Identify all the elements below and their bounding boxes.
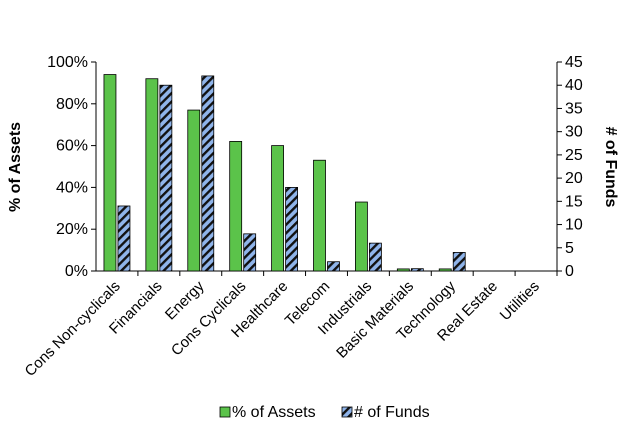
y2-tick-label: 5 [565,240,574,257]
axes [91,61,562,276]
legend-swatch-assets [219,406,231,418]
bar-funds [285,186,298,272]
bar-funds [117,205,131,272]
bar-funds [369,242,382,272]
bar-funds [410,268,424,272]
legend: % of Assets # of Funds [219,404,430,421]
bar-assets [103,74,117,272]
bars [103,74,466,272]
y-tick-label: 80% [56,96,88,113]
bar-funds [159,84,173,272]
bar-assets [145,78,159,272]
bar-funds [243,233,257,272]
y2-tick-label: 40 [565,77,583,94]
y-tick-label: 40% [56,179,88,196]
y2-tick-label: 45 [565,54,583,71]
y-tick-label: 0% [65,263,88,280]
y2-tick-label: 35 [565,100,583,117]
bar-assets [313,159,326,272]
y2-tick-label: 0 [565,263,574,280]
bar-assets [355,201,368,272]
y-tick-label: 60% [56,138,88,155]
y2-tick-label: 20 [565,170,583,187]
y2-axis-title: # of Funds [602,127,619,208]
y2-tick-label: 30 [565,124,583,141]
y-tick-label: 20% [56,221,88,238]
y-axis-title: % of Assets [7,122,24,212]
y2-tick-label: 10 [565,217,583,234]
bar-funds [201,75,215,272]
x-category-label: Utilities [497,278,543,324]
y2-tick-label: 15 [565,193,583,210]
y-tick-label: 100% [47,54,88,71]
legend-label-funds: # of Funds [354,404,430,421]
bar-assets [229,141,243,272]
bar-funds [327,261,340,272]
legend-label-assets: % of Assets [232,404,316,421]
bar-assets [396,268,410,272]
legend-swatch-funds [341,406,353,418]
bar-assets [438,268,452,272]
bar-assets [187,109,201,272]
y2-tick-label: 25 [565,147,583,164]
bar-assets [271,145,284,272]
bar-funds [452,252,466,272]
